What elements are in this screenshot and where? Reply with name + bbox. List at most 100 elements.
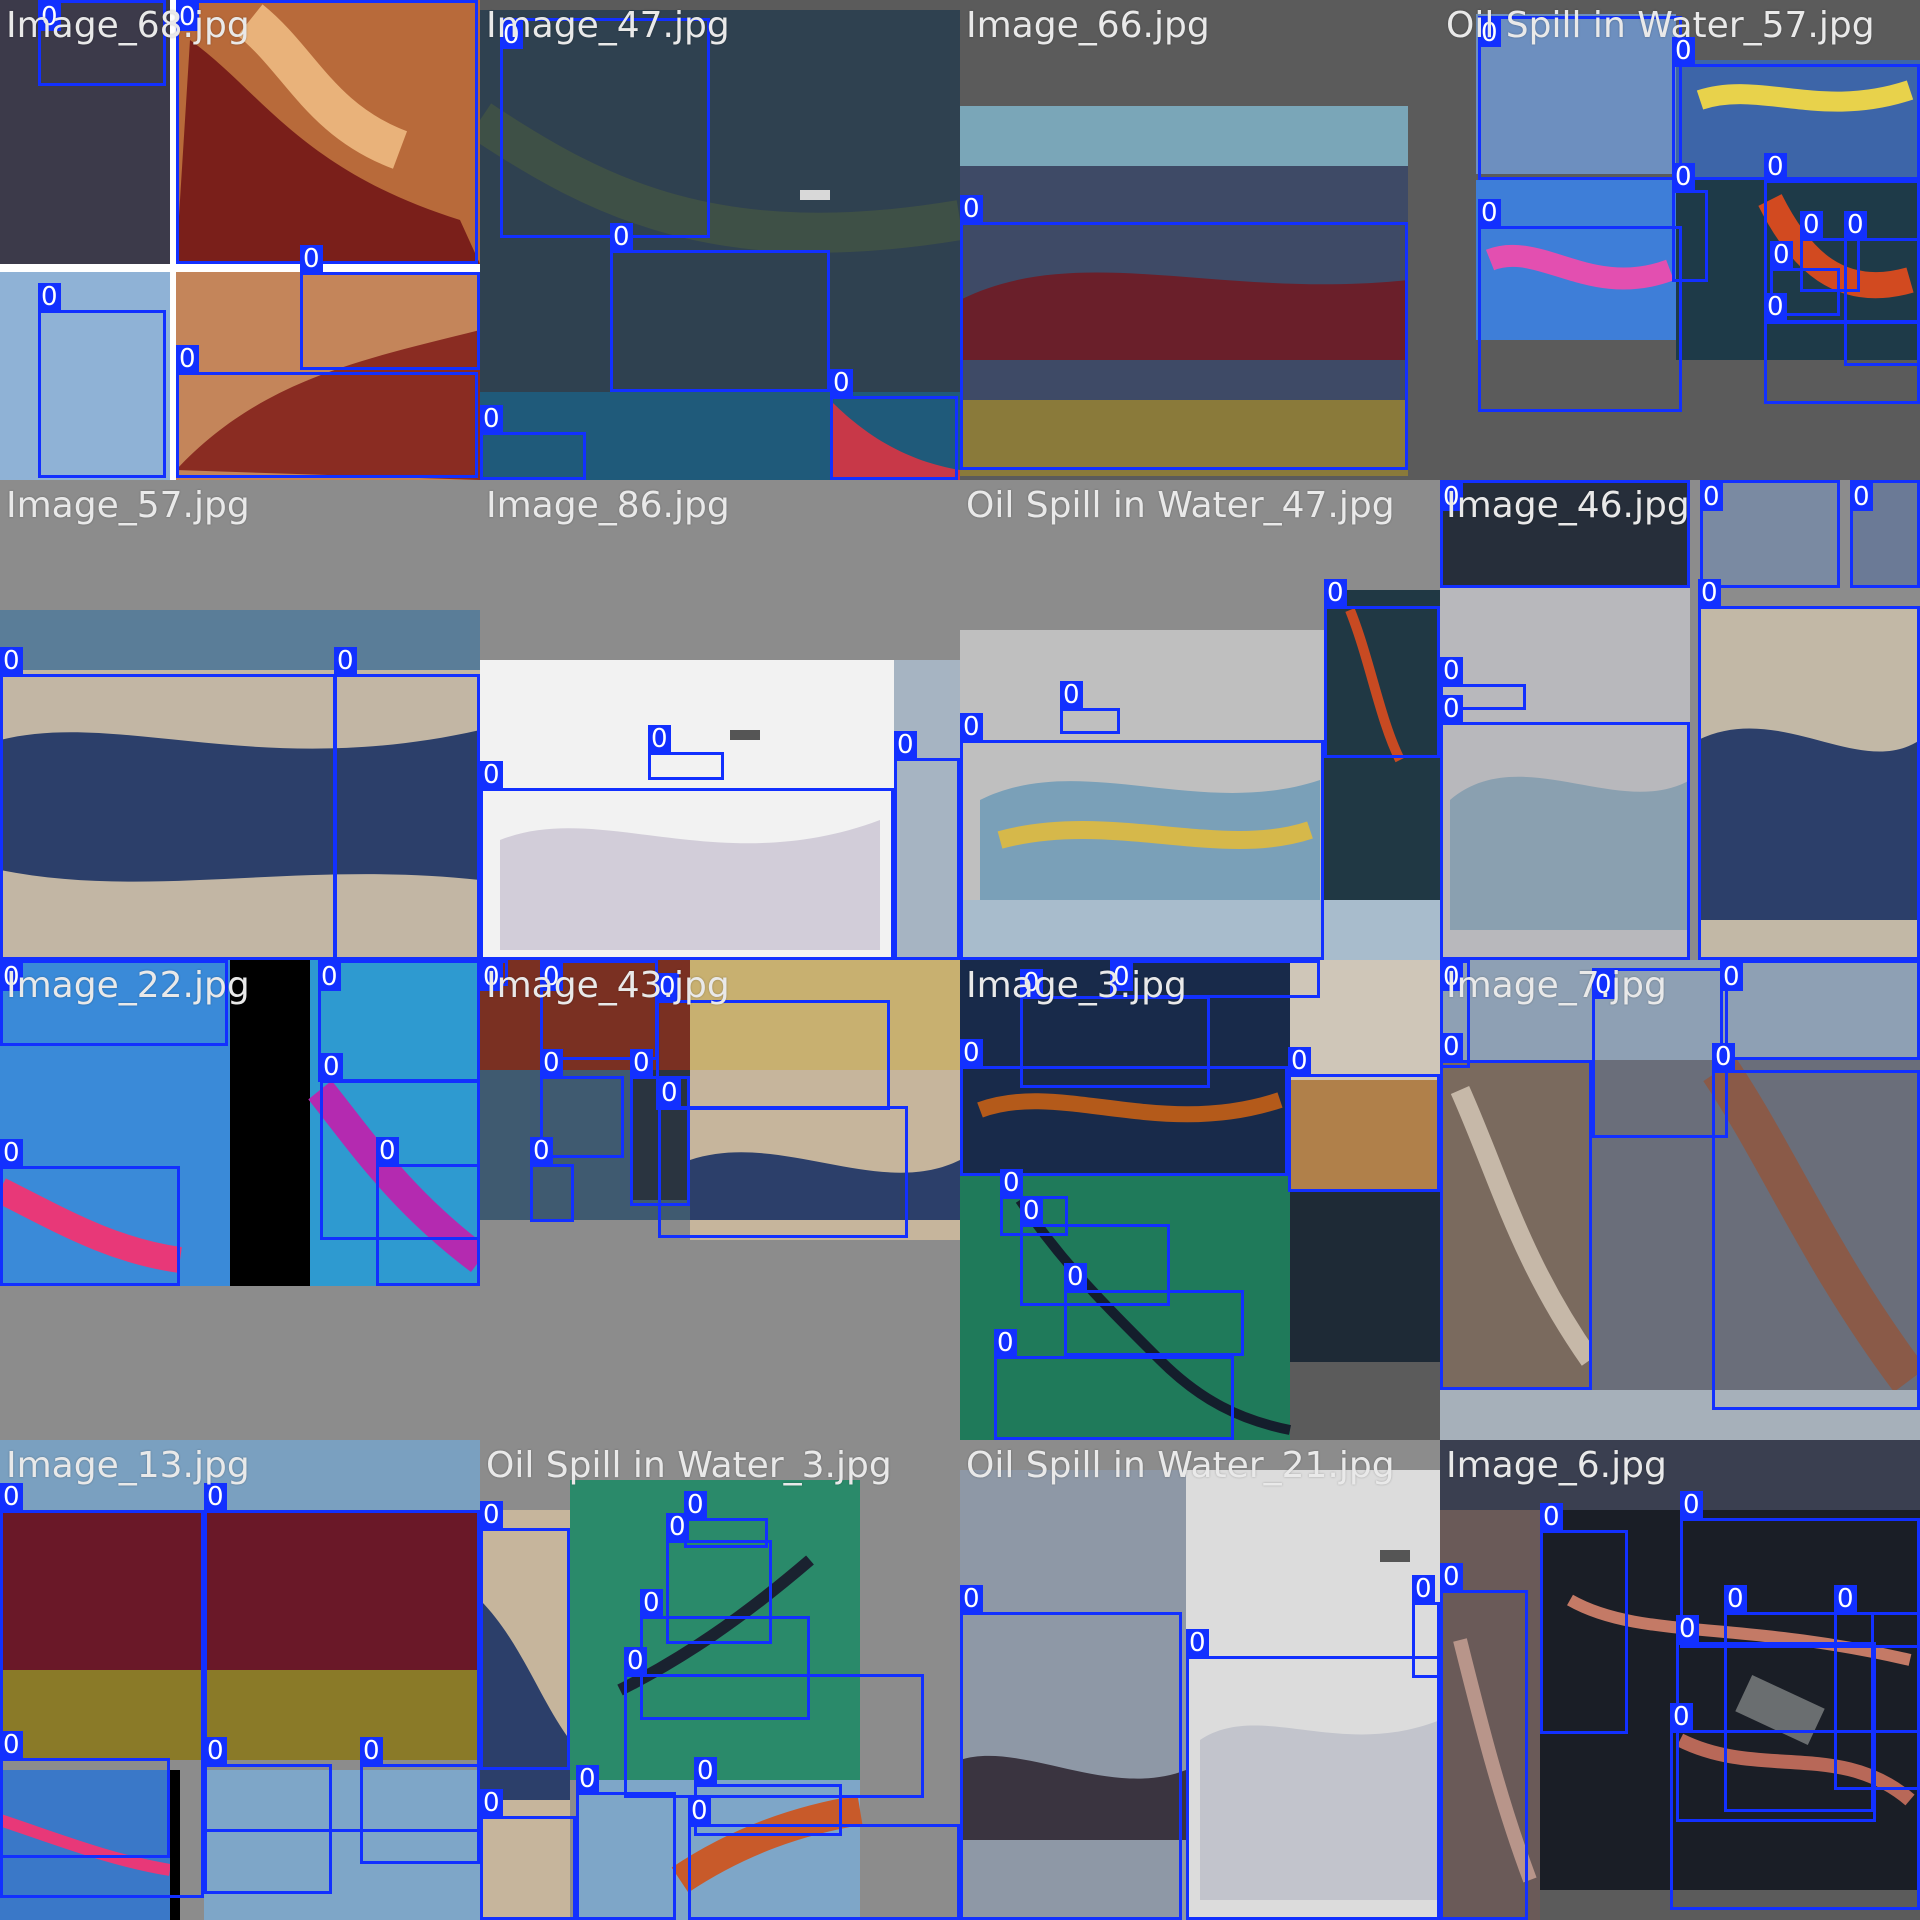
bounding-box: 0	[360, 1737, 480, 1864]
class-label: 0	[500, 21, 523, 49]
class-label: 0	[1186, 1629, 1209, 1657]
tile-photo	[0, 960, 480, 1440]
bounding-box: 0	[960, 713, 1324, 960]
bounding-box: 0	[1440, 657, 1526, 710]
bounding-box: 0	[540, 1049, 624, 1158]
class-label: 0	[960, 713, 983, 741]
class-label: 0	[0, 1731, 23, 1759]
class-label: 0	[320, 1053, 343, 1081]
bounding-box: 0	[0, 1139, 180, 1286]
mosaic-tile: Oil Spill in Water_47.jpg 0 0 0	[960, 480, 1440, 960]
bounding-box: 0	[1800, 211, 1860, 292]
class-label: 0	[1720, 963, 1743, 991]
class-label: 0	[576, 1765, 599, 1793]
tile-photo	[0, 480, 480, 960]
bounding-box: 0	[1060, 681, 1120, 734]
class-label: 0	[694, 1757, 717, 1785]
bounding-box: 0	[624, 1647, 924, 1798]
class-label: 0	[480, 405, 503, 433]
class-label: 0	[630, 1049, 653, 1077]
bounding-box: 0	[376, 1137, 480, 1286]
class-label: 0	[376, 1137, 399, 1165]
bounding-box: 0	[1110, 960, 1320, 998]
bounding-box: 0	[1770, 241, 1840, 316]
bounding-box: 0	[960, 1585, 1182, 1920]
tile-filename: Image_6.jpg	[1446, 1445, 1667, 1486]
bounding-box: 0	[1440, 695, 1690, 960]
mosaic-tile: Image_13.jpg 0 0 0 0 0	[0, 1440, 480, 1920]
class-label: 0	[684, 1491, 707, 1519]
bounding-box: 0	[0, 1483, 204, 1898]
class-label: 0	[0, 963, 23, 991]
tile-photo	[960, 1440, 1440, 1920]
bounding-box: 0	[1440, 1033, 1592, 1390]
bounding-box: 0	[1672, 163, 1708, 282]
class-label: 0	[1412, 1575, 1435, 1603]
class-label: 0	[1000, 1169, 1023, 1197]
class-label: 0	[318, 963, 341, 991]
class-label: 0	[540, 963, 563, 991]
tile-filename: Image_47.jpg	[486, 5, 730, 46]
class-label: 0	[1324, 579, 1347, 607]
class-label: 0	[1844, 211, 1867, 239]
class-label: 0	[666, 1513, 689, 1541]
bounding-box: 0	[480, 1789, 576, 1920]
bounding-box: 0	[830, 369, 958, 480]
bounding-box: 0	[960, 195, 1408, 470]
class-label: 0	[1060, 681, 1083, 709]
class-label: 0	[1440, 963, 1463, 991]
bounding-box: 0	[320, 1053, 480, 1240]
tile-filename: Image_46.jpg	[1446, 485, 1690, 526]
bounding-box: 0	[1020, 1197, 1170, 1306]
bounding-box: 0	[1720, 960, 1920, 1060]
bounding-box: 0	[1680, 1491, 1920, 1648]
class-label: 0	[1592, 971, 1615, 999]
bounding-box: 0	[684, 1491, 768, 1548]
class-label: 0	[830, 369, 853, 397]
tile-filename: Image_3.jpg	[966, 965, 1187, 1006]
bounding-box: 0	[0, 647, 336, 960]
bounding-box: 0	[204, 1483, 480, 1832]
class-label: 0	[1700, 483, 1723, 511]
bounding-box: 0	[994, 1329, 1234, 1440]
bounding-box: 0	[480, 960, 508, 991]
bounding-box: 0	[1764, 293, 1920, 404]
class-label: 0	[1764, 293, 1787, 321]
class-label: 0	[1440, 695, 1463, 723]
bounding-box: 0	[894, 731, 960, 960]
tile-filename: Oil Spill in Water_47.jpg	[966, 485, 1395, 526]
bounding-box: 0	[1440, 1563, 1528, 1920]
class-label: 0	[894, 731, 917, 759]
bounding-box: 0	[1844, 211, 1920, 366]
class-label: 0	[1440, 657, 1463, 685]
bounding-box: 0	[480, 1501, 570, 1770]
bounding-box: 0	[1064, 1263, 1244, 1356]
bounding-box: 0	[1186, 1629, 1440, 1920]
class-label: 0	[960, 195, 983, 223]
bounding-box: 0	[648, 725, 724, 780]
tile-photo	[480, 0, 960, 480]
class-label: 0	[0, 1139, 23, 1167]
bounding-box: 0	[480, 761, 894, 960]
mosaic-tile: Oil Spill in Water_57.jpg 0 0 0 0 0 0 0 0 0	[1440, 0, 1920, 480]
class-label: 0	[1670, 1703, 1693, 1731]
mosaic-tile: Image_47.jpg 0 0 0 0	[480, 0, 960, 480]
mosaic-tile: Image_22.jpg 0 0 0 0 0	[0, 960, 480, 1440]
class-label: 0	[300, 245, 323, 273]
bounding-box: 0	[688, 1797, 960, 1920]
class-label: 0	[1680, 1491, 1703, 1519]
class-label: 0	[658, 1079, 681, 1107]
tile-filename: Image_13.jpg	[6, 1445, 250, 1486]
mosaic-tile: Oil Spill in Water_3.jpg 0 0 0 0 0 0 0 0 0	[480, 1440, 960, 1920]
class-label: 0	[204, 1737, 227, 1765]
class-label: 0	[1440, 483, 1463, 511]
class-label: 0	[176, 345, 199, 373]
bounding-box: 0	[204, 1737, 332, 1894]
tile-filename: Image_7.jpg	[1446, 965, 1667, 1006]
bounding-box: 0	[1698, 579, 1920, 960]
class-label: 0	[480, 1501, 503, 1529]
bounding-box: 0	[1834, 1585, 1920, 1790]
class-label: 0	[994, 1329, 1017, 1357]
tile-photo	[960, 0, 1440, 480]
